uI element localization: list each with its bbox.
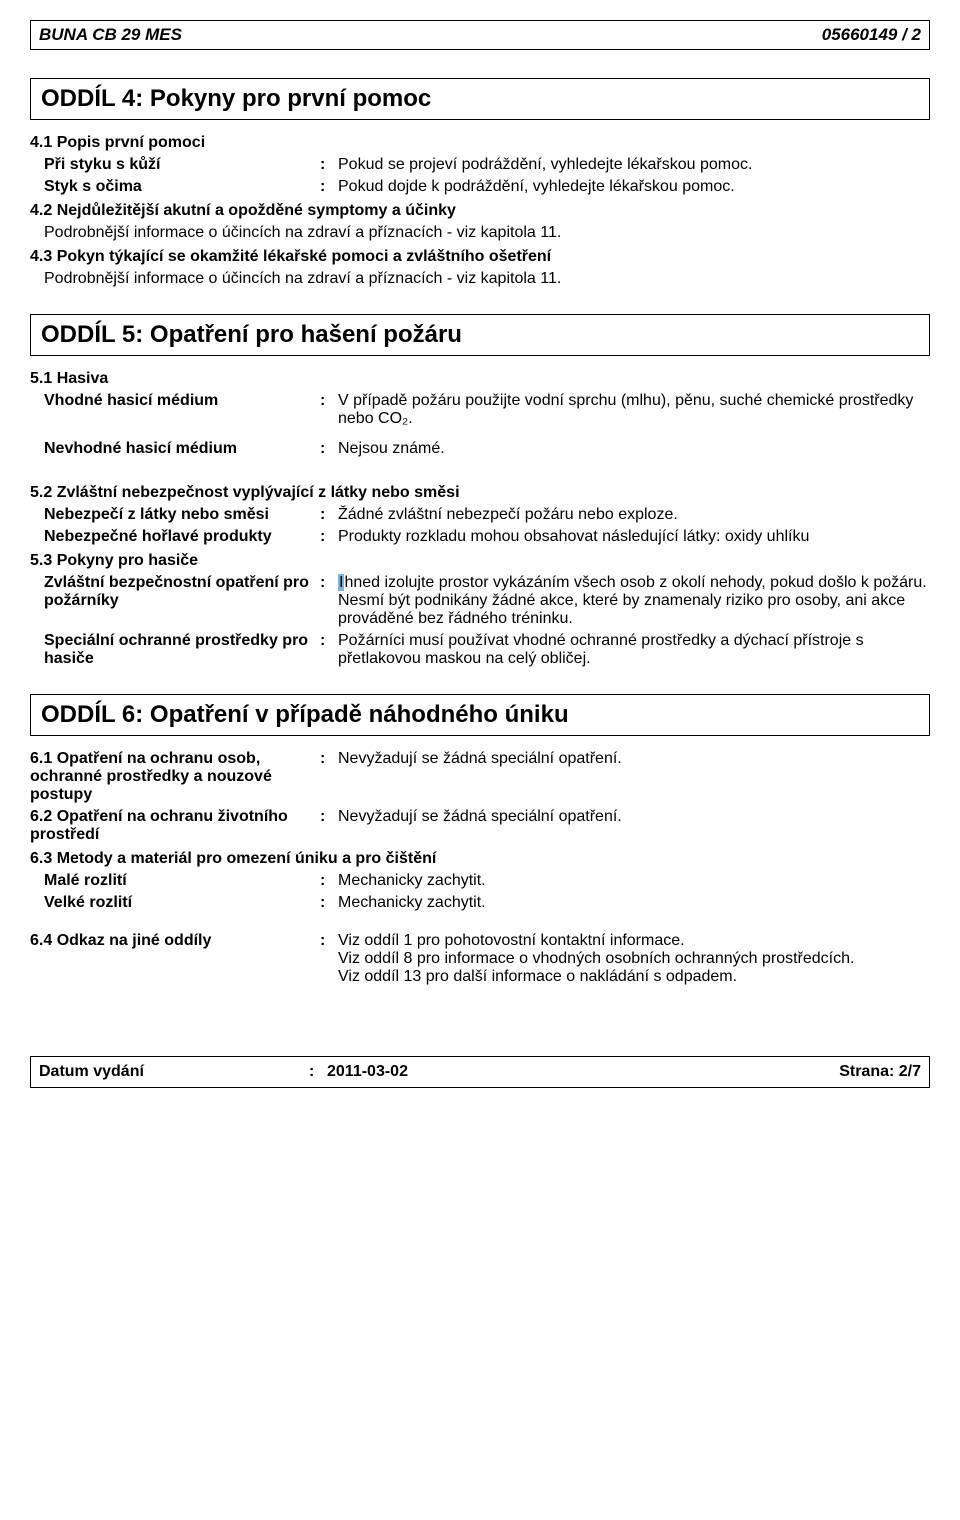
suitable-media-value: V případě požáru použijte vodní sprchu (…	[338, 392, 930, 428]
reference-sections-value: Viz oddíl 1 pro pohotovostní kontaktní i…	[338, 932, 930, 986]
colon: :	[320, 506, 338, 524]
colon: :	[320, 932, 338, 986]
section-5-1-heading: 5.1 Hasiva	[30, 370, 930, 388]
section-4-3-text: Podrobnější informace o účincích na zdra…	[44, 270, 930, 288]
skin-contact-value: Pokud se projeví podráždění, vyhledejte …	[338, 156, 930, 174]
large-spill-value: Mechanicky zachytit.	[338, 894, 930, 912]
firefighter-ppe-label: Speciální ochranné prostředky pro hasiče	[44, 632, 320, 668]
colon: :	[320, 632, 338, 668]
section-4-3-heading: 4.3 Pokyn týkající se okamžité lékařské …	[30, 248, 930, 266]
colon: :	[320, 872, 338, 890]
section-6-3-heading: 6.3 Metody a materiál pro omezení úniku …	[30, 850, 930, 868]
substance-hazard-value: Žádné zvláštní nebezpečí požáru nebo exp…	[338, 506, 930, 524]
combustion-products-value: Produkty rozkladu mohou obsahovat násled…	[338, 528, 930, 546]
unsuitable-media-value: Nejsou známé.	[338, 440, 930, 458]
product-name: BUNA CB 29 MES	[39, 25, 182, 45]
firefighter-ppe-value: Požárníci musí používat vhodné ochranné …	[338, 632, 930, 668]
environmental-precautions-label: 6.2 Opatření na ochranu životního prostř…	[30, 808, 320, 844]
section-5-title: ODDÍL 5: Opatření pro hašení požáru	[30, 314, 930, 356]
colon: :	[320, 750, 338, 804]
section-4-1-heading: 4.1 Popis první pomoci	[30, 134, 930, 152]
small-spill-value: Mechanicky zachytit.	[338, 872, 930, 890]
firefighter-precautions-value: Ihned izolujte prostor vykázáním všech o…	[338, 574, 930, 628]
document-code: 05660149 / 2	[822, 25, 921, 45]
personal-precautions-value: Nevyžadují se žádná speciální opatření.	[338, 750, 930, 804]
issue-date-value: 2011-03-02	[327, 1063, 839, 1081]
colon: :	[320, 178, 338, 196]
colon: :	[320, 574, 338, 628]
colon: :	[320, 156, 338, 174]
colon: :	[320, 392, 338, 428]
large-spill-label: Velké rozlití	[44, 894, 320, 912]
document-footer: Datum vydání : 2011-03-02 Strana: 2/7	[30, 1056, 930, 1088]
page-number: Strana: 2/7	[839, 1063, 921, 1081]
small-spill-label: Malé rozlití	[44, 872, 320, 890]
section-4-2-heading: 4.2 Nejdůležitější akutní a opožděné sym…	[30, 202, 930, 220]
combustion-products-label: Nebezpečné hořlavé produkty	[44, 528, 320, 546]
environmental-precautions-value: Nevyžadují se žádná speciální opatření.	[338, 808, 930, 844]
suitable-media-label: Vhodné hasicí médium	[44, 392, 320, 428]
section-6-title: ODDÍL 6: Opatření v případě náhodného ún…	[30, 694, 930, 736]
eye-contact-value: Pokud dojde k podráždění, vyhledejte lék…	[338, 178, 930, 196]
section-5-3-heading: 5.3 Pokyny pro hasiče	[30, 552, 930, 570]
colon: :	[320, 894, 338, 912]
section-5-2-heading: 5.2 Zvláštní nebezpečnost vyplývající z …	[30, 484, 930, 502]
unsuitable-media-label: Nevhodné hasicí médium	[44, 440, 320, 458]
colon: :	[320, 808, 338, 844]
colon: :	[320, 528, 338, 546]
issue-date-label: Datum vydání	[39, 1063, 309, 1081]
colon: :	[320, 440, 338, 458]
reference-sections-label: 6.4 Odkaz na jiné oddíly	[30, 932, 320, 986]
section-4-title: ODDÍL 4: Pokyny pro první pomoc	[30, 78, 930, 120]
document-header: BUNA CB 29 MES 05660149 / 2	[30, 20, 930, 50]
eye-contact-label: Styk s očima	[44, 178, 320, 196]
section-4-2-text: Podrobnější informace o účincích na zdra…	[44, 224, 930, 242]
skin-contact-label: Při styku s kůží	[44, 156, 320, 174]
colon: :	[309, 1063, 327, 1081]
firefighter-precautions-label: Zvláštní bezpečnostní opatření pro požár…	[44, 574, 320, 628]
personal-precautions-label: 6.1 Opatření na ochranu osob, ochranné p…	[30, 750, 320, 804]
precautions-text: hned izolujte prostor vykázáním všech os…	[338, 574, 927, 627]
substance-hazard-label: Nebezpečí z látky nebo směsi	[44, 506, 320, 524]
